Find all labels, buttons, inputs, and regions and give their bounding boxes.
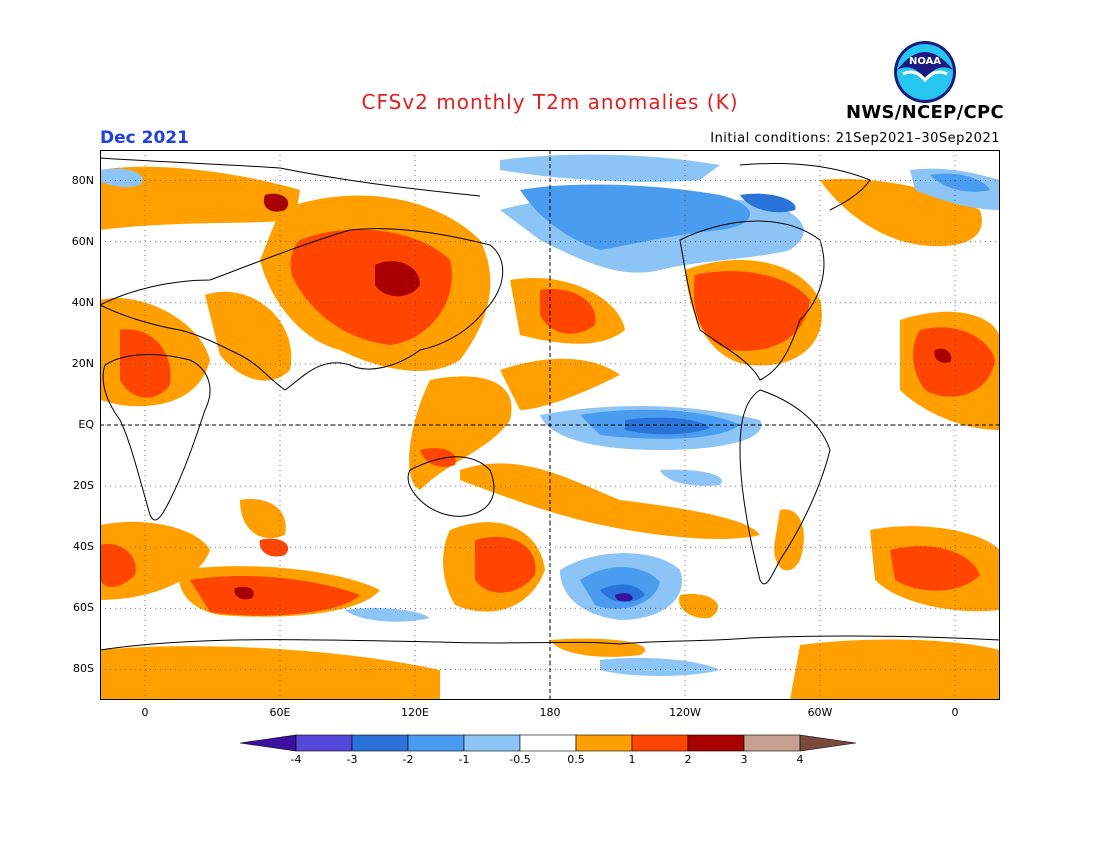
- colorbar-tick-label: -1: [458, 753, 470, 766]
- anomaly-map: [100, 150, 1000, 700]
- lat-tick-label: EQ: [78, 418, 94, 431]
- valid-month-label: Dec 2021: [100, 128, 189, 148]
- lat-tick-label: 80S: [73, 662, 94, 676]
- colorbar-tick-label: -3: [346, 753, 358, 766]
- colorbar-box: [407, 734, 465, 752]
- colorbar-box: [351, 734, 409, 752]
- colorbar-box: [743, 734, 801, 752]
- lat-tick-label: 80N: [71, 173, 94, 187]
- lat-tick-label: 20N: [71, 356, 94, 370]
- anomaly-positive-strong: [234, 193, 952, 600]
- agency-label: NWS/NCEP/CPC: [846, 102, 1005, 123]
- colorbar-box: [575, 734, 633, 752]
- colorbar-tick-label: 4: [796, 753, 804, 766]
- lat-tick-label: 40S: [73, 540, 94, 554]
- logo-text: NOAA: [909, 56, 941, 67]
- lat-tick-label: 40N: [71, 295, 94, 309]
- colorbar-tick-label: -0.5: [509, 753, 531, 766]
- colorbar-box: [295, 734, 353, 752]
- anomaly-negative-extreme: [615, 593, 633, 602]
- colorbar-box: [631, 734, 689, 752]
- colorbar-box: [519, 734, 577, 752]
- colorbar: [240, 734, 857, 752]
- lon-tick-label: 60E: [269, 706, 291, 719]
- colorbar-tick-label: 2: [684, 753, 692, 766]
- lon-tick-label: 120E: [401, 706, 429, 719]
- colorbar-tick-label: 3: [740, 753, 748, 766]
- lon-tick-label: 60W: [807, 706, 833, 719]
- colorbar-max-arrow: [799, 734, 857, 752]
- lat-tick-label: 20S: [73, 479, 94, 493]
- colorbar-box: [687, 734, 745, 752]
- reference-lines: [100, 150, 1000, 700]
- lon-tick-label: 180: [539, 706, 561, 719]
- colorbar-tick-label: 1: [628, 753, 636, 766]
- lon-tick-label: 0: [141, 706, 149, 719]
- colorbar-tick-label: -2: [402, 753, 414, 766]
- noaa-logo-icon: NOAA: [894, 41, 956, 103]
- map-title: CFSv2 monthly T2m anomalies (K): [361, 90, 739, 114]
- lat-tick-label: 60N: [71, 234, 94, 248]
- lon-tick-label: 0: [951, 706, 959, 719]
- lat-tick-label: 60S: [73, 601, 94, 615]
- colorbar-tick-label: 0.5: [567, 753, 585, 766]
- colorbar-box: [463, 734, 521, 752]
- lon-tick-label: 120W: [669, 706, 701, 719]
- colorbar-tick-label: -4: [290, 753, 302, 766]
- initial-conditions-label: Initial conditions: 21Sep2021–30Sep2021: [710, 131, 1000, 146]
- coastlines: [100, 157, 1000, 651]
- colorbar-min-arrow: [240, 734, 297, 752]
